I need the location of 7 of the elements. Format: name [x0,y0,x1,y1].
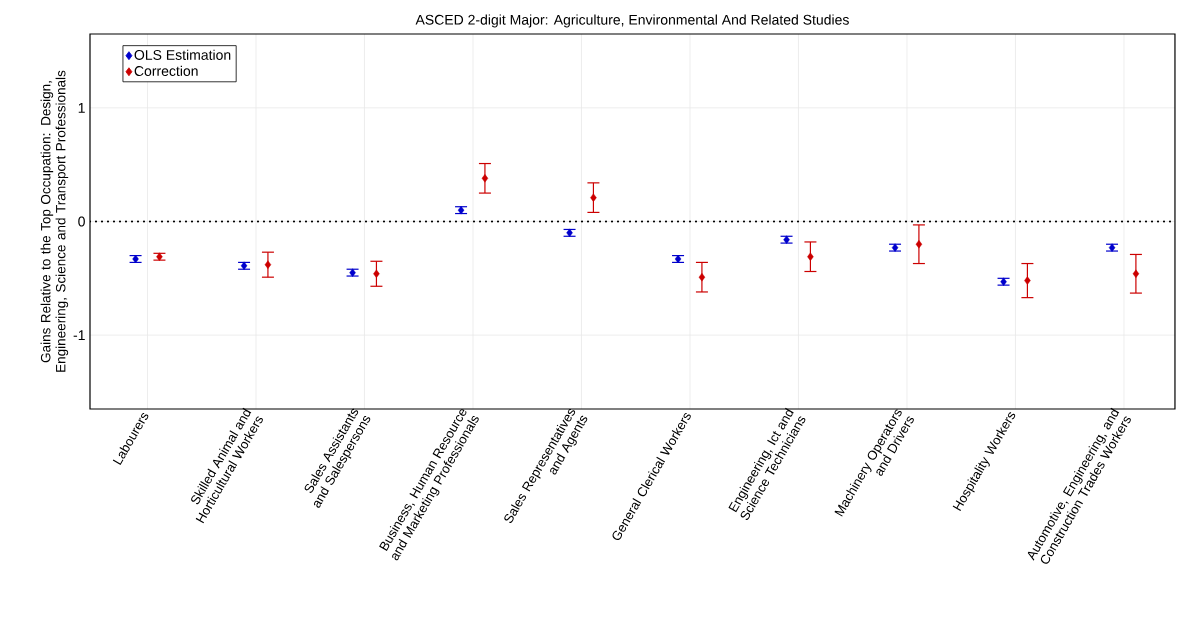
y-tick-label: 0 [78,216,85,227]
chart-title: ASCED 2-digit Major: Agriculture, Environmental And Related Studies [415,14,849,28]
legend-label: OLS Estimation [134,49,231,60]
y-axis-title: Gains Relative to the Top Occupation: Design, Engineering, Science and Transport Professionals [40,70,69,372]
y-tick-label: -1 [73,330,85,340]
y-tick-label: 1 [78,103,85,113]
legend-label: Correction [134,65,198,76]
